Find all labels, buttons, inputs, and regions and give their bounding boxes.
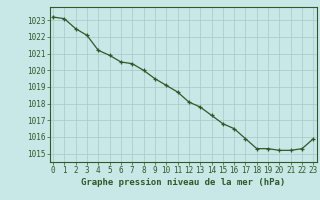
X-axis label: Graphe pression niveau de la mer (hPa): Graphe pression niveau de la mer (hPa) (81, 178, 285, 187)
